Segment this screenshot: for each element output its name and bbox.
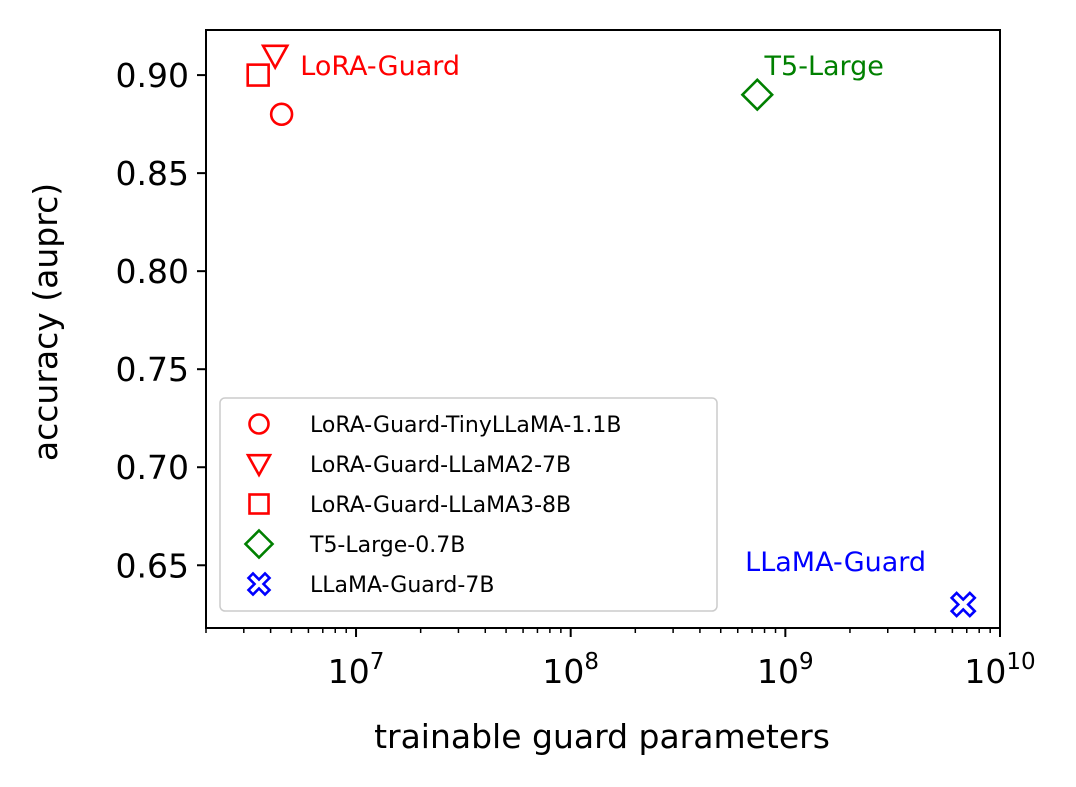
plot-area (205, 29, 1001, 629)
legend-marker (248, 413, 270, 435)
y-axis: 0.65 0.70 0.75 0.80 0.85 0.90 (116, 56, 206, 585)
x-tick-label: 108 (542, 649, 599, 691)
y-tick-label: 0.80 (116, 252, 189, 291)
y-axis-label: accuracy (auprc) (26, 183, 65, 461)
data-point-llama-guard-7b (949, 591, 977, 618)
annotation-label: LoRA-Guard (300, 51, 460, 82)
x-tick-label: 109 (757, 649, 814, 691)
y-tick-label: 0.65 (116, 546, 189, 585)
legend-marker (245, 453, 273, 478)
legend-entry: LoRA-Guard-LLaMA3-8B (310, 493, 571, 518)
annotations: LoRA-Guard T5-Large LLaMA-Guard (300, 51, 926, 578)
data-point-lora-guard-tinyllama-1.1b (269, 102, 294, 127)
legend-entry: LoRA-Guard-TinyLLaMA-1.1B (310, 413, 621, 438)
annotation-label: T5-Large (764, 51, 884, 82)
y-tick-label: 0.90 (116, 56, 189, 95)
y-tick-label: 0.85 (116, 154, 189, 193)
data-points (246, 44, 977, 618)
data-point-lora-guard-llama3-8b (246, 63, 270, 87)
annotation-label: LLaMA-Guard (745, 547, 926, 578)
legend-entry: LoRA-Guard-LLaMA2-7B (310, 453, 571, 478)
legend-marker (246, 571, 272, 597)
legend-entry: LLaMA-Guard-7B (310, 573, 494, 598)
x-tick-label: 1010 (964, 649, 1035, 691)
legend-entry: T5-Large-0.7B (309, 533, 465, 558)
data-point-t5-large-0.7b (740, 78, 774, 112)
y-tick-label: 0.70 (116, 448, 189, 487)
x-tick-label: 107 (328, 649, 385, 691)
legend-marker (243, 528, 275, 560)
data-point-lora-guard-llama2-7b (260, 44, 290, 71)
legend: LoRA-Guard-TinyLLaMA-1.1B LoRA-Guard-LLaM… (219, 397, 718, 612)
x-axis: 107 108 109 1010 (205, 628, 1036, 691)
x-axis-label: trainable guard parameters (374, 717, 830, 756)
legend-marker (248, 493, 270, 515)
y-tick-label: 0.75 (116, 350, 189, 389)
legend-box (219, 397, 718, 612)
plot-frame (205, 29, 1001, 629)
